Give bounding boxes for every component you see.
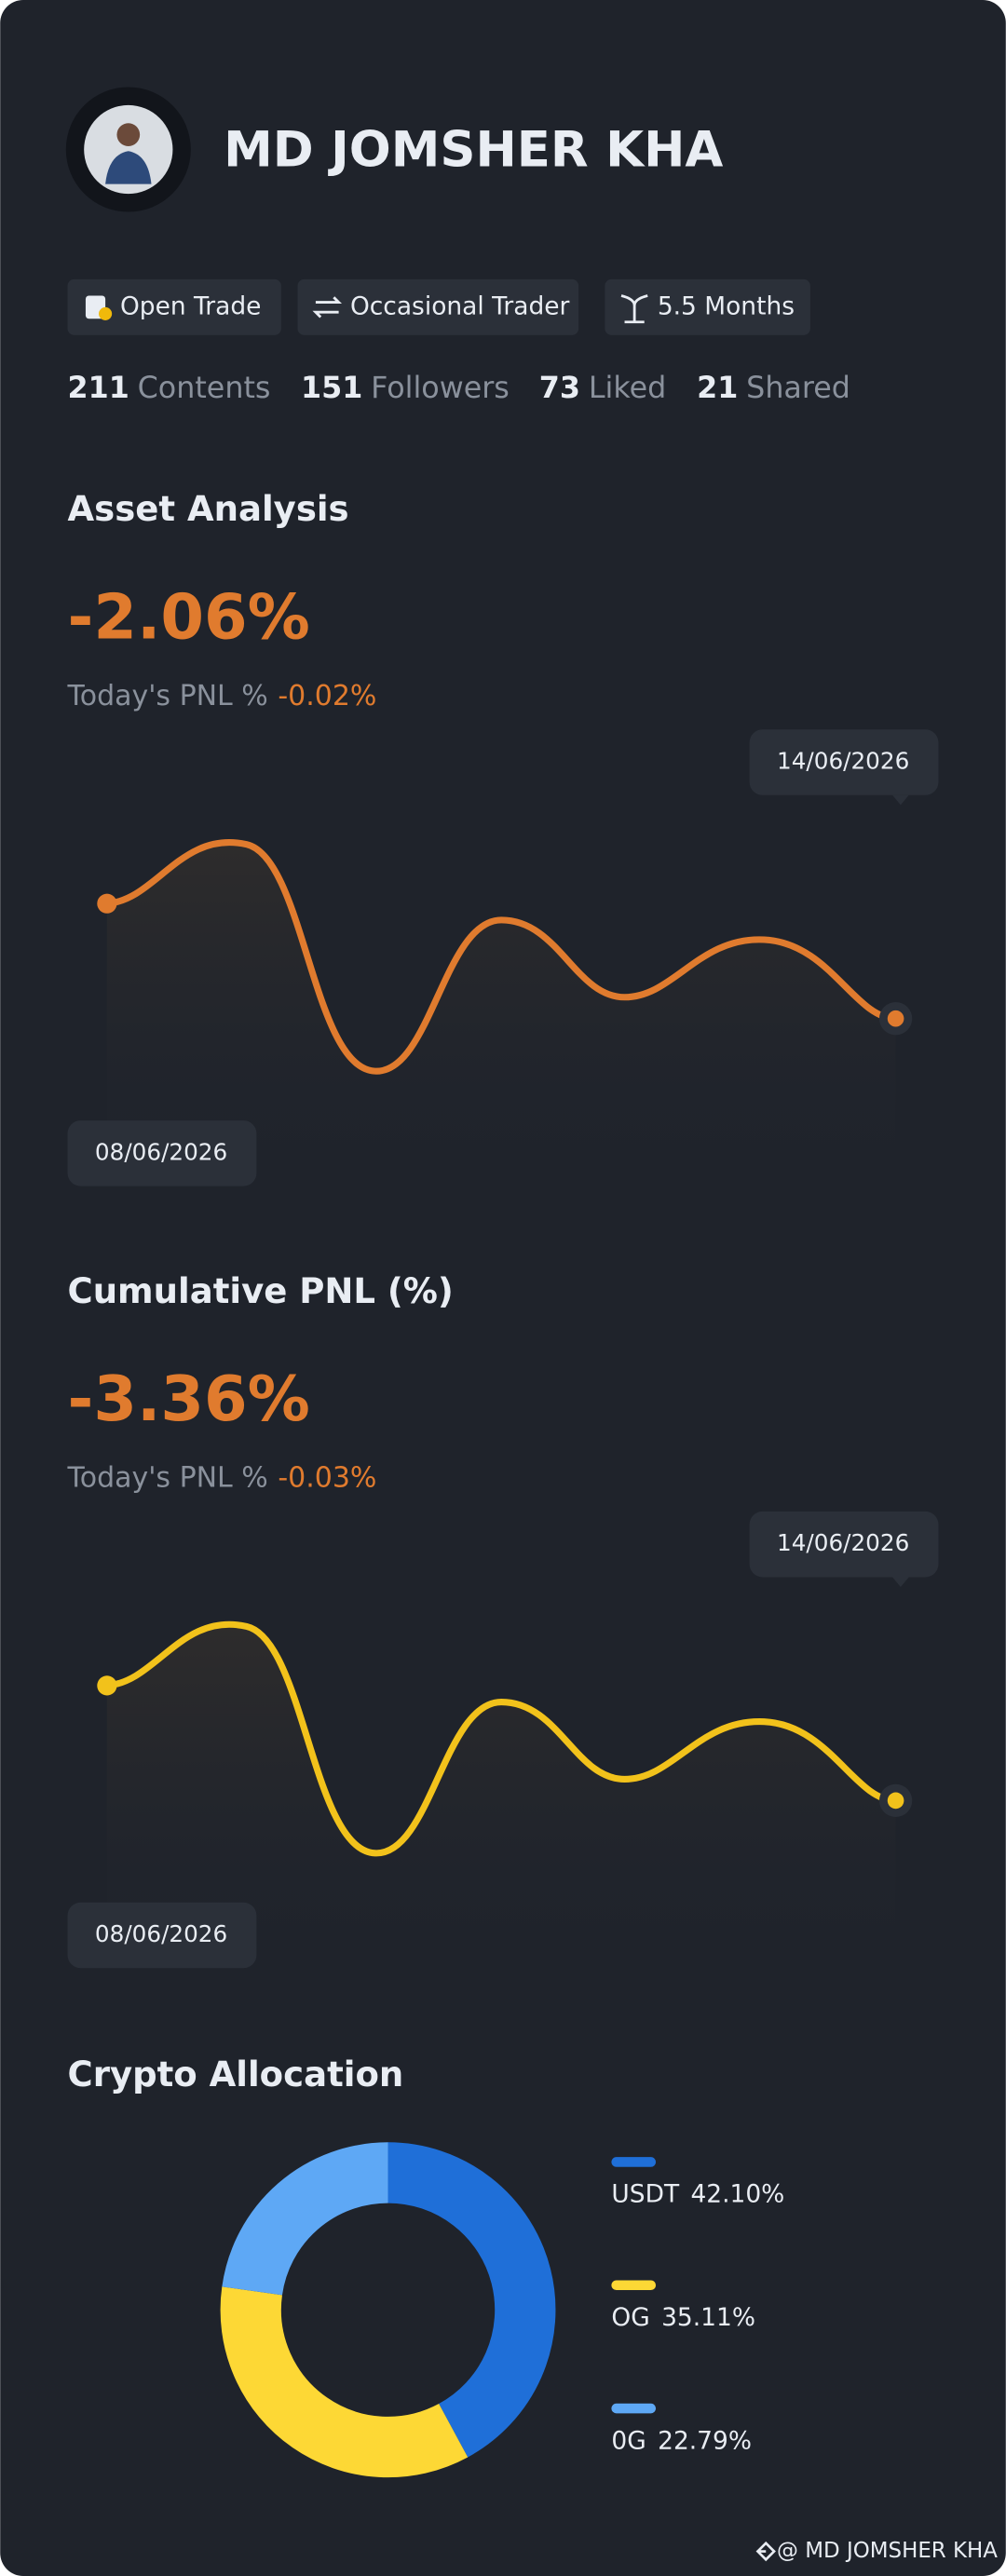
line bbox=[106, 1620, 896, 1857]
legend-label: USDT 42.10% bbox=[611, 2179, 784, 2208]
donut-segment bbox=[220, 2286, 469, 2478]
start-date: 08/06/2026 bbox=[95, 1138, 227, 1165]
section-title: Cumulative PNL (%) bbox=[68, 1271, 454, 1311]
stat-label: Contents bbox=[138, 372, 271, 405]
asset-analysis: Asset Analysis -2.06% Today's PNL % -0.02% 1… bbox=[67, 489, 939, 1186]
badge-text: Occasional Trader bbox=[350, 291, 570, 320]
today-pnl: Today's PNL % -0.02% bbox=[67, 679, 377, 712]
legend-swatch bbox=[611, 2157, 657, 2167]
tooltip-stem bbox=[892, 794, 909, 806]
tooltip-stem bbox=[892, 1577, 909, 1588]
section-title: Asset Analysis bbox=[68, 489, 349, 529]
stat-value: 211 bbox=[68, 372, 129, 405]
badge-icon bbox=[312, 296, 343, 319]
cumulative-pnl: Cumulative PNL (%) -3.36% Today's PNL % -0.… bbox=[67, 1271, 939, 1969]
footer-text: @ MD JOMSHER KHA bbox=[777, 2539, 998, 2563]
section-title: Crypto Allocation bbox=[68, 2054, 404, 2095]
start-date: 08/06/2026 bbox=[95, 1920, 227, 1947]
badge-text: Open Trade bbox=[120, 291, 262, 320]
badge bbox=[605, 278, 810, 335]
donut-chart: USDT 42.10% OG 35.11% 0G 22.79% bbox=[220, 2142, 784, 2478]
stat-label: Followers bbox=[371, 372, 510, 405]
area bbox=[106, 1624, 896, 1949]
badge bbox=[297, 278, 579, 335]
legend-value: 22.79% bbox=[658, 2426, 752, 2455]
end-date: 14/06/2026 bbox=[777, 1529, 909, 1556]
profile-name: MD JOMSHER KHA bbox=[224, 122, 723, 179]
pnl-value: -3.36% bbox=[68, 1363, 310, 1435]
start-dot bbox=[97, 893, 117, 914]
line bbox=[106, 839, 896, 1075]
today-value: -0.03% bbox=[278, 1461, 376, 1494]
badge-text: 5.5 Months bbox=[658, 291, 795, 320]
date-tooltip bbox=[749, 1511, 939, 1578]
donut-segment bbox=[222, 2142, 389, 2297]
today-label: Today's PNL % bbox=[67, 1461, 268, 1494]
end-dot bbox=[887, 1792, 904, 1810]
today-label: Today's PNL % bbox=[67, 679, 268, 712]
legend-category: USDT bbox=[611, 2179, 680, 2208]
today-value: -0.02% bbox=[278, 679, 376, 712]
legend-value: 35.11% bbox=[661, 2303, 755, 2332]
badge-icon bbox=[99, 306, 113, 320]
today-pnl: Today's PNL % -0.03% bbox=[67, 1461, 377, 1494]
legend-label: OG 35.11% bbox=[611, 2303, 755, 2332]
legend-category: 0G bbox=[611, 2426, 646, 2455]
legend-category: OG bbox=[611, 2303, 649, 2332]
stat-value: 73 bbox=[539, 372, 580, 405]
date-tooltip bbox=[67, 1120, 257, 1186]
stat-value: 151 bbox=[301, 372, 362, 405]
area bbox=[106, 842, 896, 1167]
start-dot bbox=[97, 1675, 117, 1696]
legend-swatch bbox=[611, 2280, 657, 2291]
stat-label: Shared bbox=[746, 372, 850, 405]
legend-value: 42.10% bbox=[690, 2179, 784, 2208]
stat-label: Liked bbox=[589, 372, 666, 405]
date-tooltip bbox=[749, 729, 939, 795]
end-date: 14/06/2026 bbox=[777, 748, 909, 775]
badge-icon bbox=[620, 294, 648, 324]
badge bbox=[67, 278, 281, 335]
footer: @ MD JOMSHER KHA bbox=[755, 2539, 998, 2563]
stat: 21 Shared bbox=[697, 372, 850, 405]
pnl-value: -2.06% bbox=[68, 580, 310, 653]
end-dot bbox=[887, 1010, 904, 1027]
legend-swatch bbox=[611, 2403, 657, 2414]
legend-label: 0G 22.79% bbox=[611, 2426, 752, 2455]
donut-segment bbox=[387, 2142, 556, 2458]
stat: 211 Contents bbox=[68, 372, 271, 405]
avatar bbox=[65, 87, 191, 212]
stat: 151 Followers bbox=[301, 372, 510, 405]
stat-value: 21 bbox=[697, 372, 738, 405]
stat: 73 Liked bbox=[539, 372, 666, 405]
date-tooltip bbox=[67, 1902, 257, 1969]
